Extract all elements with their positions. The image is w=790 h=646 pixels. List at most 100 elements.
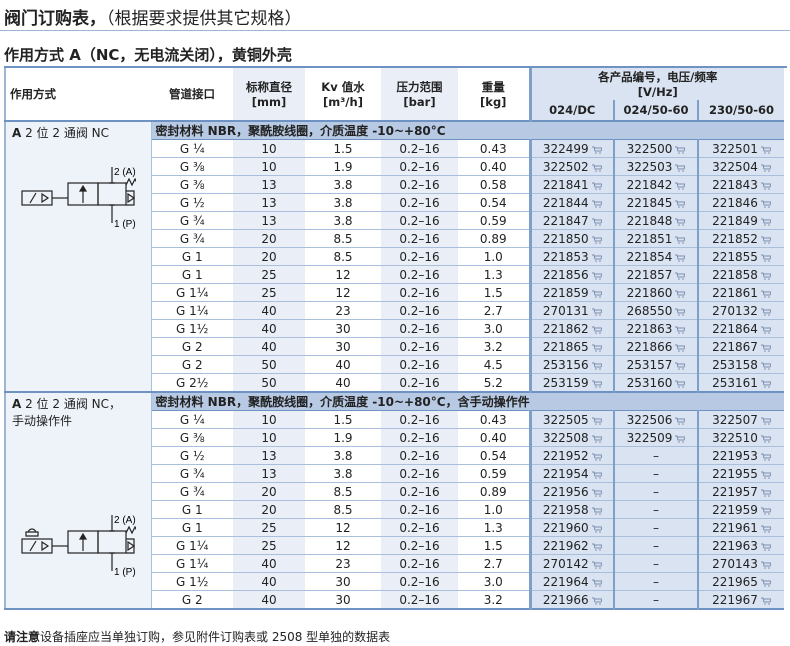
cart-icon[interactable] xyxy=(591,597,602,605)
cart-icon[interactable] xyxy=(760,290,771,298)
product-code[interactable]: 221846 xyxy=(712,195,758,210)
product-code[interactable]: 221952 xyxy=(542,448,589,463)
cart-icon[interactable] xyxy=(760,597,771,605)
product-code[interactable]: 221864 xyxy=(712,321,758,336)
product-code-cell[interactable]: 221956 xyxy=(528,482,614,501)
product-code-cell[interactable]: 221856 xyxy=(528,265,614,284)
cart-icon[interactable] xyxy=(675,344,686,352)
product-code-cell[interactable]: 221852 xyxy=(697,229,784,248)
cart-icon[interactable] xyxy=(760,380,771,388)
cart-icon[interactable] xyxy=(760,326,771,334)
product-code[interactable]: 322501 xyxy=(712,141,758,156)
product-code-cell[interactable]: 221845 xyxy=(613,193,698,212)
product-code[interactable]: 221961 xyxy=(712,520,758,535)
product-code-cell[interactable]: 221842 xyxy=(613,175,698,194)
cart-icon[interactable] xyxy=(591,200,602,208)
cart-icon[interactable] xyxy=(591,417,602,425)
product-code-cell[interactable]: 221953 xyxy=(697,446,784,465)
cart-icon[interactable] xyxy=(675,308,686,316)
cart-icon[interactable] xyxy=(760,344,771,352)
cart-icon[interactable] xyxy=(760,218,771,226)
product-code[interactable]: 221844 xyxy=(542,195,589,210)
cart-icon[interactable] xyxy=(675,146,686,154)
product-code[interactable]: 221855 xyxy=(712,249,758,264)
product-code[interactable]: 270131 xyxy=(542,303,589,318)
cart-icon[interactable] xyxy=(760,308,771,316)
cart-icon[interactable] xyxy=(591,326,602,334)
cart-icon[interactable] xyxy=(591,182,602,190)
product-code[interactable]: 322499 xyxy=(542,141,589,156)
product-code[interactable]: 221861 xyxy=(712,285,758,300)
product-code[interactable]: 221867 xyxy=(712,339,758,354)
cart-icon[interactable] xyxy=(591,308,602,316)
product-code-cell[interactable]: 221962 xyxy=(528,536,614,555)
product-code-cell[interactable]: 221866 xyxy=(613,337,698,356)
product-code[interactable]: 270142 xyxy=(542,556,589,571)
product-code-cell[interactable]: 322507 xyxy=(697,410,784,429)
cart-icon[interactable] xyxy=(760,272,771,280)
product-code-cell[interactable]: 322504 xyxy=(697,157,784,176)
cart-icon[interactable] xyxy=(675,272,686,280)
product-code[interactable]: 221965 xyxy=(712,574,758,589)
product-code-cell[interactable]: 221847 xyxy=(528,211,614,230)
cart-icon[interactable] xyxy=(760,525,771,533)
cart-icon[interactable] xyxy=(591,236,602,244)
cart-icon[interactable] xyxy=(591,218,602,226)
product-code-cell[interactable]: 322502 xyxy=(528,157,614,176)
cart-icon[interactable] xyxy=(760,435,771,443)
product-code[interactable]: 322504 xyxy=(712,159,758,174)
product-code[interactable]: 221959 xyxy=(712,502,758,517)
product-code-cell[interactable]: 268550 xyxy=(613,301,698,320)
product-code[interactable]: 221963 xyxy=(712,538,758,553)
product-code-cell[interactable]: 221857 xyxy=(613,265,698,284)
product-code[interactable]: 221859 xyxy=(542,285,589,300)
product-code[interactable]: 221848 xyxy=(626,213,673,228)
product-code-cell[interactable]: 322508 xyxy=(528,428,614,447)
product-code-cell[interactable]: 221867 xyxy=(697,337,784,356)
product-code[interactable]: 221858 xyxy=(712,267,758,282)
product-code-cell[interactable]: 253159 xyxy=(528,373,614,393)
product-code[interactable]: 221847 xyxy=(542,213,589,228)
product-code-cell[interactable]: 221964 xyxy=(528,572,614,591)
cart-icon[interactable] xyxy=(675,290,686,298)
cart-icon[interactable] xyxy=(591,507,602,515)
product-code[interactable]: 221866 xyxy=(626,339,673,354)
product-code-cell[interactable]: 221965 xyxy=(697,572,784,591)
product-code[interactable]: 221964 xyxy=(542,574,589,589)
product-code-cell[interactable]: 322501 xyxy=(697,139,784,158)
product-code[interactable]: 221956 xyxy=(542,484,589,499)
product-code-cell[interactable]: 221859 xyxy=(528,283,614,302)
product-code[interactable]: 322503 xyxy=(626,159,673,174)
product-code[interactable]: 322507 xyxy=(712,412,758,427)
product-code[interactable]: 221863 xyxy=(626,321,673,336)
product-code[interactable]: 221865 xyxy=(542,339,589,354)
product-code-cell[interactable]: 221865 xyxy=(528,337,614,356)
cart-icon[interactable] xyxy=(760,561,771,569)
product-code[interactable]: 322508 xyxy=(542,430,589,445)
product-code-cell[interactable]: 253156 xyxy=(528,355,614,374)
cart-icon[interactable] xyxy=(760,236,771,244)
product-code-cell[interactable]: 221954 xyxy=(528,464,614,483)
product-code[interactable]: 221954 xyxy=(542,466,589,481)
cart-icon[interactable] xyxy=(591,525,602,533)
product-code[interactable]: 253156 xyxy=(542,357,589,372)
cart-icon[interactable] xyxy=(591,362,602,370)
product-code[interactable]: 270132 xyxy=(712,303,758,318)
product-code-cell[interactable]: 221952 xyxy=(528,446,614,465)
product-code[interactable]: 221850 xyxy=(542,231,589,246)
product-code[interactable]: 253160 xyxy=(626,375,673,390)
product-code-cell[interactable]: 221960 xyxy=(528,518,614,537)
product-code-cell[interactable]: 322510 xyxy=(697,428,784,447)
cart-icon[interactable] xyxy=(591,471,602,479)
product-code[interactable]: 221966 xyxy=(542,592,589,607)
product-code-cell[interactable]: 221860 xyxy=(613,283,698,302)
product-code-cell[interactable]: 253157 xyxy=(613,355,698,374)
product-code[interactable]: 221860 xyxy=(626,285,673,300)
cart-icon[interactable] xyxy=(760,164,771,172)
cart-icon[interactable] xyxy=(760,417,771,425)
cart-icon[interactable] xyxy=(675,254,686,262)
cart-icon[interactable] xyxy=(675,417,686,425)
cart-icon[interactable] xyxy=(591,272,602,280)
product-code[interactable]: 221842 xyxy=(626,177,673,192)
product-code[interactable]: 221843 xyxy=(712,177,758,192)
